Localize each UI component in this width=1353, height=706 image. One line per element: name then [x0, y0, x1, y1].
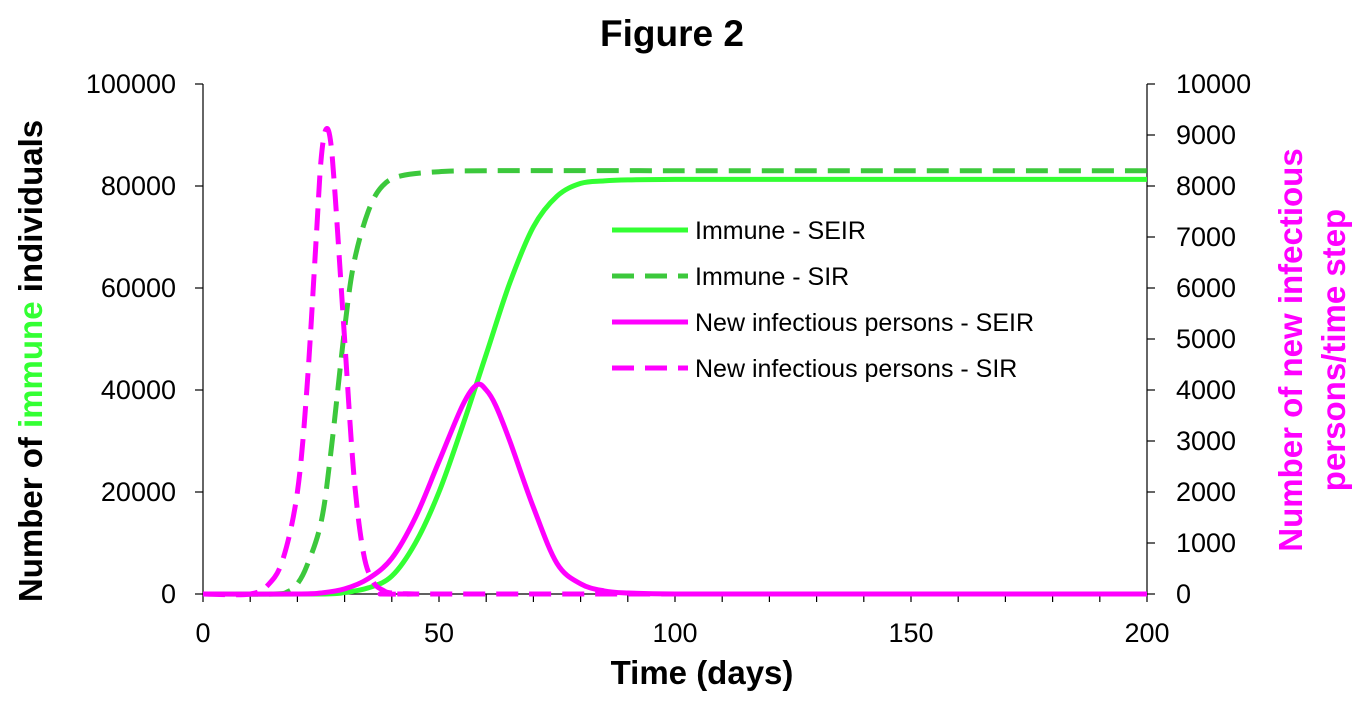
- y2-tick-label: 5000: [1176, 324, 1236, 354]
- y2-axis-label-line1: Number of new infectious: [1272, 148, 1309, 551]
- x-tick-label: 200: [1124, 618, 1169, 648]
- y2-tick-label: 3000: [1176, 426, 1236, 456]
- y-tick-label: 60000: [101, 273, 176, 303]
- x-tick-label: 50: [424, 618, 454, 648]
- y2-tick-label: 9000: [1176, 120, 1236, 150]
- y-axis-label-highlight: immune: [12, 301, 49, 428]
- series-line-1: [202, 176, 1147, 597]
- y2-tick-label: 4000: [1176, 375, 1236, 405]
- x-tick-label: 0: [195, 618, 210, 648]
- x-axis-label: Time (days): [611, 654, 794, 691]
- y-tick-label: 0: [161, 579, 176, 609]
- y-axis-label: Number of immune individuals: [12, 120, 49, 602]
- y-axis-label-suffix: individuals: [12, 120, 49, 302]
- x-tick-label: 150: [888, 618, 933, 648]
- legend-label-1: Immune - SEIR: [695, 217, 866, 245]
- y-axis-label-prefix: Number of: [12, 428, 49, 602]
- y2-tick-label: 1000: [1176, 528, 1236, 558]
- legend-label-2: Immune - SIR: [695, 263, 849, 291]
- chart-title: Figure 2: [600, 13, 744, 54]
- y-tick-label: 100000: [86, 69, 176, 99]
- y2-tick-label: 8000: [1176, 171, 1236, 201]
- y2-tick-label: 2000: [1176, 477, 1236, 507]
- y2-axis-label-line2: persons/time step: [1315, 209, 1352, 491]
- series-line-3: [202, 381, 1147, 597]
- y-tick-label: 40000: [101, 375, 176, 405]
- legend-label-3: New infectious persons - SEIR: [695, 309, 1034, 337]
- y2-axis-label: Number of new infectious persons/time st…: [1272, 148, 1352, 551]
- y-tick-label: 20000: [101, 477, 176, 507]
- y2-tick-label: 6000: [1176, 273, 1236, 303]
- plot-area: 0200004000060000800001000000100020003000…: [86, 69, 1251, 648]
- y2-tick-label: 7000: [1176, 222, 1236, 252]
- series-line-4: [202, 125, 1147, 598]
- y2-tick-label: 0: [1176, 579, 1191, 609]
- y-tick-label: 80000: [101, 171, 176, 201]
- x-tick-label: 100: [652, 618, 697, 648]
- y2-tick-label: 10000: [1176, 69, 1251, 99]
- series-line-2: [202, 168, 1148, 597]
- legend: Immune - SEIR Immune - SIR New infectious …: [612, 217, 1034, 383]
- legend-label-4: New infectious persons - SIR: [695, 355, 1017, 383]
